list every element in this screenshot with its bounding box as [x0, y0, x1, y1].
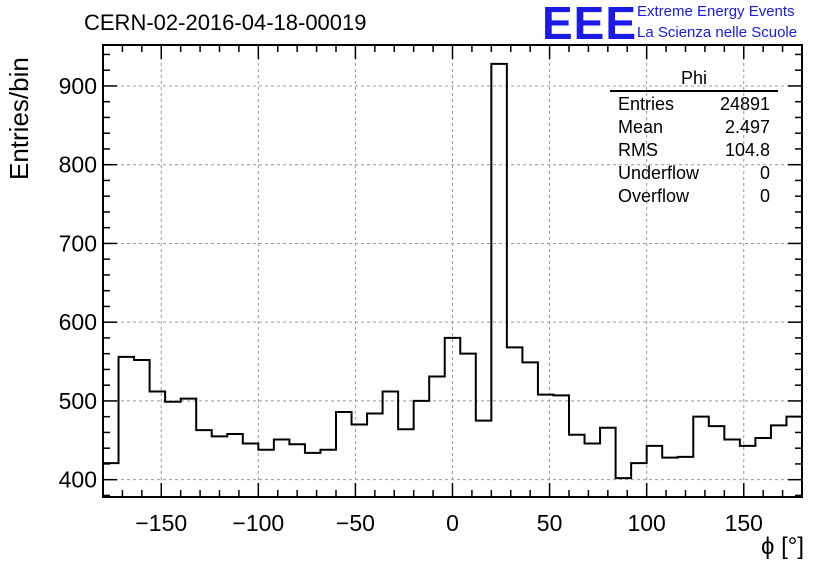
x-tick-label: −100	[232, 510, 284, 536]
stats-label: Overflow	[618, 186, 690, 206]
stats-box: Phi Entries 24891 Mean 2.497 RMS 104.8 Unde…	[610, 68, 778, 208]
x-axis-label: ϕ [°]	[760, 533, 804, 560]
y-tick-label: 700	[59, 230, 97, 256]
stats-label: Underflow	[618, 163, 700, 183]
stats-row-underflow: Underflow 0	[610, 162, 778, 185]
y-tick-label: 500	[59, 388, 97, 414]
histogram-series	[102, 62, 803, 497]
stats-value: 0	[759, 163, 770, 183]
y-tick-label: 900	[59, 73, 97, 99]
chart-title: CERN-02-2016-04-18-00019	[84, 10, 367, 35]
stats-title: Phi	[610, 68, 778, 92]
x-tick-label: −150	[135, 510, 187, 536]
x-tick-label: 100	[627, 510, 665, 536]
x-tick-label: 50	[537, 510, 563, 536]
logo-line-2: La Scienza nelle Scuole	[637, 24, 798, 41]
y-tick-label: 600	[59, 309, 97, 335]
axis-ticks	[102, 45, 803, 497]
x-tick-label: −50	[336, 510, 375, 536]
stats-label: Entries	[618, 94, 675, 114]
stats-row-entries: Entries 24891	[610, 93, 778, 116]
stats-label: Mean	[618, 117, 664, 137]
x-tick-label: 150	[725, 510, 763, 536]
stats-value: 2.497	[724, 117, 770, 137]
y-tick-label: 800	[59, 152, 97, 178]
stats-value: 0	[759, 186, 770, 206]
x-tick-label: 0	[446, 510, 459, 536]
stats-row-mean: Mean 2.497	[610, 116, 778, 139]
y-axis-label: Entries/bin	[4, 57, 34, 180]
stats-value: 104.8	[724, 140, 770, 160]
eee-logo: EEE	[542, 0, 638, 49]
stats-label: RMS	[618, 140, 658, 160]
logo-line-1: Extreme Energy Events	[637, 3, 795, 20]
x-tick-labels: −150 −100 −50 0 50 100 150	[135, 510, 763, 536]
stats-value: 24891	[719, 94, 770, 114]
stats-row-rms: RMS 104.8	[610, 139, 778, 162]
y-tick-label: 400	[59, 467, 97, 493]
y-tick-labels: 400 500 600 700 800 900	[59, 73, 97, 493]
grid-lines	[103, 45, 802, 497]
stats-row-overflow: Overflow 0	[610, 185, 778, 208]
